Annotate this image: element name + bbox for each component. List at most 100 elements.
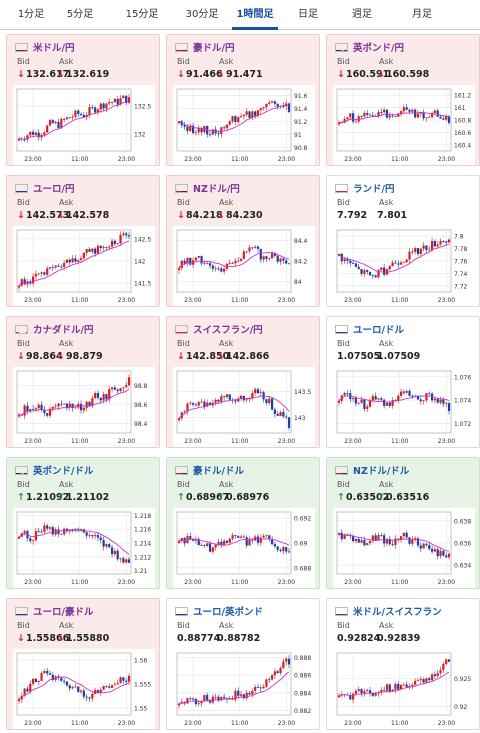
mini-candlestick-chart[interactable]: 1.076 1.074 1.072 23:00 11:00 23:00 bbox=[333, 367, 475, 447]
rate-card[interactable]: 英ポンド/円 Bid ↓160.591 Ask ↓160.598 161.2 161 160.… bbox=[326, 34, 480, 166]
mini-candlestick-chart[interactable]: 1.56 1.555 1.55 23:00 11:00 23:00 bbox=[13, 649, 155, 729]
candle-body bbox=[46, 125, 49, 133]
candle-body bbox=[380, 535, 383, 536]
mini-candlestick-chart[interactable]: 98.8 98.6 98.4 23:00 11:00 23:00 bbox=[13, 367, 155, 447]
mini-candlestick-chart[interactable]: 132.5 132 23:00 11:00 23:00 bbox=[13, 85, 155, 165]
rate-card[interactable]: カナダドル/円 Bid ↓98.864 Ask ↓98.879 98.8 98.6 98.4 2… bbox=[6, 316, 160, 448]
candle-body bbox=[366, 270, 369, 272]
candle-body bbox=[127, 675, 131, 682]
bid-value: ↑0.68967 bbox=[177, 492, 229, 503]
mini-candlestick-chart[interactable]: 0.638 0.636 0.634 23:00 11:00 23:00 bbox=[333, 508, 475, 588]
candle-body bbox=[65, 259, 69, 263]
currency-pair-link[interactable]: NZドル/ドル bbox=[353, 466, 410, 477]
candle-body bbox=[77, 686, 80, 692]
rate-card[interactable]: NZドル/円 Bid ↓84.218 Ask ↓84.230 84.4 84.2 84 23:0… bbox=[166, 175, 320, 307]
candle-body bbox=[402, 684, 405, 686]
candle-body bbox=[411, 251, 414, 253]
candle-body bbox=[402, 391, 405, 393]
rate-card[interactable]: NZドル/ドル Bid ↑0.63502 Ask ↑0.63516 0.638 0.636 0… bbox=[326, 457, 480, 589]
moving-average-line bbox=[178, 671, 290, 705]
currency-pair-link[interactable]: カナダドル/円 bbox=[33, 325, 94, 336]
candle-body bbox=[82, 114, 85, 118]
mini-candlestick-chart[interactable]: 143.5 143 23:00 11:00 23:00 bbox=[173, 367, 315, 447]
candle-body bbox=[40, 673, 43, 681]
ask-value: ↓142.866 bbox=[217, 351, 269, 362]
candle-body bbox=[270, 101, 274, 103]
currency-pair-link[interactable]: 英ポンド/円 bbox=[353, 43, 404, 54]
ask-label: Ask bbox=[219, 198, 234, 207]
rate-card[interactable]: 米ドル/円 Bid ↓132.617 Ask ↓132.619 132.5 132 23:00… bbox=[6, 34, 160, 166]
currency-pair-link[interactable]: 豪ドル/ドル bbox=[193, 466, 244, 477]
candle-body bbox=[270, 398, 274, 410]
currency-pair-link[interactable]: 米ドル/スイスフラン bbox=[353, 607, 442, 618]
y-tick-label: 143.5 bbox=[294, 389, 311, 396]
currency-pair-link[interactable]: ユーロ/ドル bbox=[353, 325, 404, 336]
tab-7[interactable]: 月足 bbox=[412, 9, 432, 20]
y-tick-label: 1.216 bbox=[134, 527, 151, 534]
candle-body bbox=[37, 680, 40, 682]
tab-4[interactable]: 1時間足 bbox=[226, 5, 284, 30]
x-tick-label: 23:00 bbox=[118, 156, 135, 163]
rate-card[interactable]: 米ドル/スイスフラン Bid 0.92824 Ask 0.92839 0.925 0.92 2… bbox=[326, 598, 480, 730]
candle-body bbox=[270, 675, 274, 680]
candle-body bbox=[337, 400, 341, 403]
candle-body bbox=[43, 132, 46, 135]
mini-candlestick-chart[interactable]: 84.4 84.2 84 23:00 11:00 23:00 bbox=[173, 226, 315, 306]
mini-candlestick-chart[interactable]: 91.6 91.4 91.2 91 90.8 23:00 11:00 23:00 bbox=[173, 85, 315, 165]
ask-value: ↓98.879 bbox=[57, 351, 103, 362]
candle-body bbox=[245, 692, 248, 699]
currency-pair-link[interactable]: NZドル/円 bbox=[193, 184, 240, 195]
tab-1[interactable]: 5分足 bbox=[66, 9, 94, 20]
candle-body bbox=[383, 535, 386, 544]
bid-value: 1.07505 bbox=[337, 351, 380, 362]
tab-6[interactable]: 週足 bbox=[352, 9, 372, 20]
rate-card[interactable]: スイスフラン/円 Bid ↓142.850 Ask ↓142.866 143.5 143 23… bbox=[166, 316, 320, 448]
tab-2[interactable]: 15分足 bbox=[125, 9, 159, 20]
tab-0[interactable]: 1分足 bbox=[17, 9, 45, 20]
mini-candlestick-chart[interactable]: 0.925 0.92 23:00 11:00 23:00 bbox=[333, 649, 475, 729]
candle-body bbox=[354, 538, 358, 542]
tab-5[interactable]: 日足 bbox=[298, 9, 318, 20]
rate-card[interactable]: 豪ドル/円 Bid ↓91.466 Ask ↓91.471 91.6 91.4 91.2 91 9… bbox=[166, 34, 320, 166]
rate-card[interactable]: ユーロ/ドル Bid 1.07505 Ask 1.07509 1.076 1.074 1.07… bbox=[326, 316, 480, 448]
rate-card[interactable]: ユーロ/英ポンド Bid 0.88774 Ask 0.88782 0.888 0.886 0.… bbox=[166, 598, 320, 730]
candle-body bbox=[445, 659, 448, 664]
candle-body bbox=[357, 538, 360, 543]
currency-pair-link[interactable]: ユーロ/英ポンド bbox=[193, 607, 263, 618]
arrow-up-icon: ↑ bbox=[17, 492, 25, 503]
rate-card[interactable]: 豪ドル/ドル Bid ↑0.68967 Ask ↑0.68976 0.692 0.69 0.6… bbox=[166, 457, 320, 589]
candle-body bbox=[108, 686, 111, 688]
candle-body bbox=[262, 107, 265, 109]
mini-candlestick-chart[interactable]: 1.218 1.216 1.214 1.212 1.21 23:00 11:00 23:00 bbox=[13, 508, 155, 588]
candle-body bbox=[433, 398, 436, 401]
rate-card[interactable]: ユーロ/豪ドル Bid ↓1.55866 Ask ↓1.55880 1.56 1.555 1.… bbox=[6, 598, 160, 730]
rate-card[interactable]: ランド/円 Bid 7.792 Ask 7.801 7.8 7.78 7.76 7.74 7.72… bbox=[326, 175, 480, 307]
mini-candlestick-chart[interactable]: 161.2 161 160.8 160.6 160.4 23:00 11:00 23:00 bbox=[333, 85, 475, 165]
mini-candlestick-chart[interactable]: 142.5 142 141.5 23:00 11:00 23:00 bbox=[13, 226, 155, 306]
rate-card[interactable]: 英ポンド/ドル Bid ↑1.21092 Ask ↑1.21102 1.218 1.216 1… bbox=[6, 457, 160, 589]
ask-label: Ask bbox=[379, 621, 394, 630]
candle-body bbox=[411, 109, 414, 112]
y-tick-label: 0.92 bbox=[454, 704, 468, 711]
currency-pair-link[interactable]: ランド/円 bbox=[353, 184, 395, 195]
candle-body bbox=[419, 679, 422, 681]
mini-candlestick-chart[interactable]: 0.692 0.69 0.688 23:00 11:00 23:00 bbox=[173, 508, 315, 588]
rate-card[interactable]: ユーロ/円 Bid ↓142.573 Ask ↓142.578 142.5 142 141.5… bbox=[6, 175, 160, 307]
candle-body bbox=[228, 538, 231, 543]
mini-candlestick-chart[interactable]: 0.888 0.886 0.884 0.882 23:00 11:00 23:00 bbox=[173, 649, 315, 729]
currency-pair-link[interactable]: ユーロ/豪ドル bbox=[33, 607, 94, 618]
tab-3[interactable]: 30分足 bbox=[185, 9, 219, 20]
candle-body bbox=[399, 684, 403, 690]
currency-pair-link[interactable]: ユーロ/円 bbox=[33, 184, 75, 195]
candle-body bbox=[352, 693, 355, 700]
currency-pair-link[interactable]: 豪ドル/円 bbox=[193, 43, 235, 54]
arrow-down-icon: ↓ bbox=[17, 633, 25, 644]
currency-pair-link[interactable]: スイスフラン/円 bbox=[193, 325, 263, 336]
mini-candlestick-chart[interactable]: 7.8 7.78 7.76 7.74 7.72 23:00 11:00 23:00 bbox=[333, 226, 475, 306]
candle-body bbox=[217, 696, 220, 701]
currency-pair-link[interactable]: 米ドル/円 bbox=[33, 43, 75, 54]
candle-body bbox=[366, 543, 369, 546]
candle-body bbox=[208, 263, 212, 266]
candle-body bbox=[273, 101, 276, 104]
currency-pair-link[interactable]: 英ポンド/ドル bbox=[33, 466, 94, 477]
